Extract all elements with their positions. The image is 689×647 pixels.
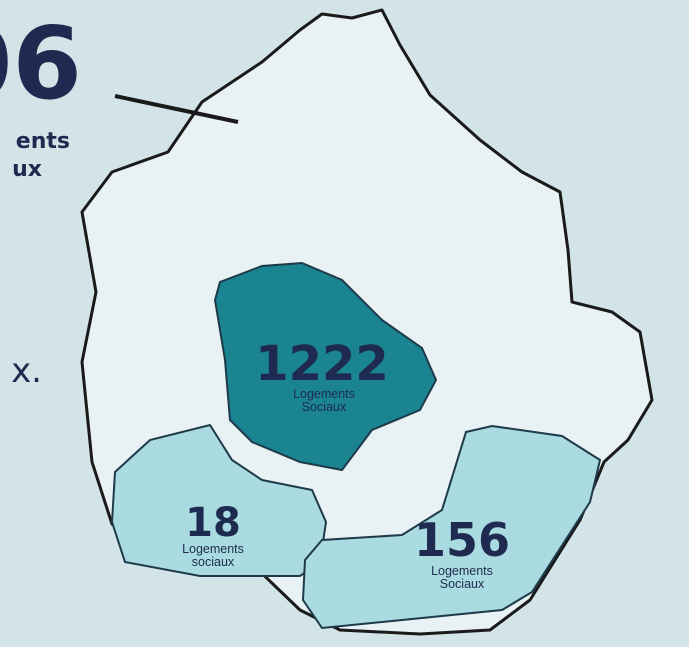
- big-number: 06: [0, 5, 82, 122]
- region-southwest: [110, 423, 328, 577]
- label-line: ents: [16, 129, 70, 154]
- side-text: x.: [11, 351, 42, 391]
- region-label: sociaux: [192, 555, 235, 569]
- pointer-line: [114, 94, 239, 124]
- region-southeast: [301, 424, 602, 630]
- region-label: Sociaux: [302, 400, 347, 414]
- region-label: Logements: [293, 387, 355, 401]
- label-line: ux: [12, 157, 42, 182]
- region-center: [213, 261, 438, 472]
- region-value: 18: [185, 500, 241, 546]
- region-label: Logements: [182, 542, 244, 556]
- region-value: 156: [414, 513, 510, 567]
- region-value: 1222: [255, 336, 389, 392]
- region-label: Logements: [431, 564, 493, 578]
- region-label: Sociaux: [440, 577, 485, 591]
